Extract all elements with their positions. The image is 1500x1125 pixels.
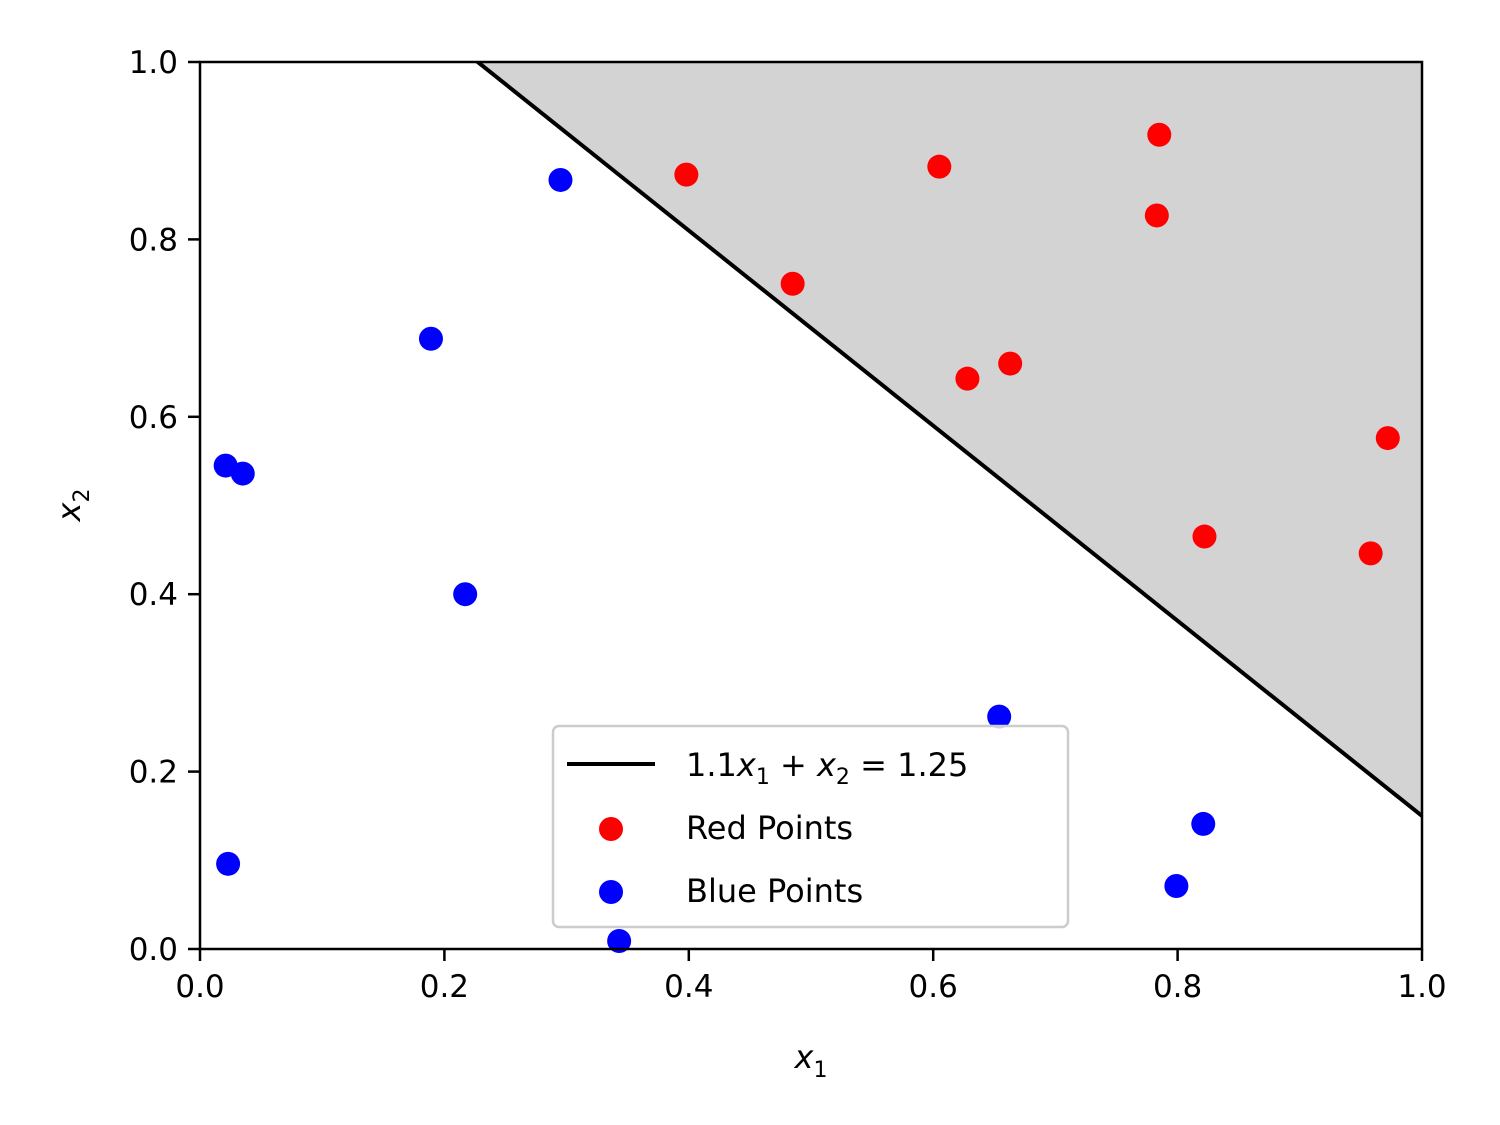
blue-point [230,461,255,486]
y-tick-label: 0.8 [129,222,178,258]
red-point [955,366,980,391]
blue-point [216,851,241,876]
legend-box [551,724,1070,929]
red-point [1375,426,1400,451]
points-group [213,122,1400,954]
x-tick-label: 1.0 [1397,969,1446,1005]
legend-blue-swatch [599,880,623,904]
boundary-line [474,62,1422,818]
blue-point [418,326,443,351]
y-tick-label: 0.6 [129,400,178,436]
axes-frame [198,60,1424,951]
x-tick-label: 0.8 [1153,969,1202,1005]
shaded-region [200,62,1422,816]
legend-red-swatch [599,817,623,841]
red-point [1147,122,1172,147]
blue-point [607,929,632,954]
x-tick-label: 0.6 [909,969,958,1005]
red-point [674,162,699,187]
blue-point [453,582,478,607]
legend-line-label: 1.1x1 + x2 = 1.25 [686,746,968,790]
y-axis-label: x2 [50,489,95,523]
legend-red-label: Red Points [686,809,853,847]
y-axis-ticks: 0.0 0.2 0.4 0.6 0.8 1.0 [129,45,200,968]
x-axis-label: x1 [794,1038,828,1083]
x-tick-label: 0.2 [420,969,469,1005]
y-tick-label: 0.4 [129,577,178,613]
red-point [927,154,952,179]
y-tick-label: 1.0 [129,45,178,81]
legend-blue-label: Blue Points [686,872,863,910]
x-tick-label: 0.0 [175,969,224,1005]
blue-point [1191,811,1216,836]
blue-point [987,704,1012,729]
y-tick-label: 0.0 [129,932,178,968]
red-point [1144,203,1169,228]
blue-point [548,167,573,192]
x-tick-label: 0.4 [664,969,713,1005]
y-tick-label: 0.2 [129,755,178,791]
red-point [1192,524,1217,549]
red-point [998,351,1023,376]
red-point [780,271,805,296]
red-point [1358,541,1383,566]
x-axis-ticks: 0.0 0.2 0.4 0.6 0.8 1.0 [175,949,1447,1005]
legend: 1.1x1 + x2 = 1.25 Red Points Blue Points [551,724,1070,929]
blue-point [1164,874,1189,899]
